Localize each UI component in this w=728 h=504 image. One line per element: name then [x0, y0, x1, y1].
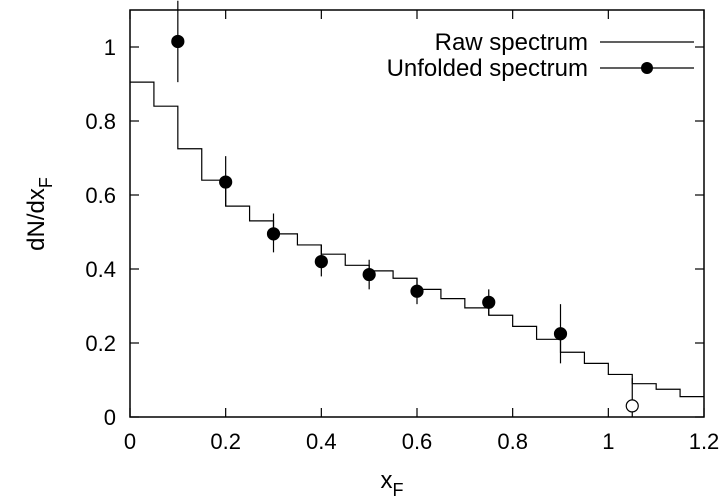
unfolded-data-point [171, 34, 185, 49]
x-axis-label-sub: F [393, 480, 404, 500]
y-tick-label: 0.6 [85, 183, 116, 208]
y-axis-label: dN/dxF [23, 177, 56, 251]
x-tick-label: 0.4 [306, 429, 337, 454]
x-tick-label: 0 [124, 429, 136, 454]
unfolded-data-point [219, 175, 233, 189]
y-axis-label-main: dN/dx [23, 188, 50, 251]
unfolded-data-point [266, 227, 281, 241]
raw-spectrum-series [130, 81, 704, 398]
y-tick-label: 0.8 [85, 109, 116, 134]
legend-label-raw: Raw spectrum [435, 29, 588, 56]
x-axis-label: xF [381, 467, 404, 500]
unfolded-spectrum-series [171, 0, 639, 417]
x-axis-label-main: x [381, 467, 393, 494]
unfolded-data-point [362, 267, 376, 282]
x-tick-label: 1 [602, 429, 614, 454]
y-tick-label: 1 [104, 35, 116, 60]
x-tick-label: 0.6 [402, 429, 433, 454]
tick-group: 0 0.2 0.4 0.6 0.8 1 1.2 0 0.2 0.4 0.6 0.8 1 [85, 10, 719, 454]
x-tick-label: 1.2 [689, 429, 720, 454]
y-axis-label-sub: F [36, 177, 56, 188]
unfolded-data-point [482, 295, 496, 309]
y-tick-label: 0.4 [85, 257, 116, 282]
y-tick-label: 0 [104, 405, 116, 430]
unfolded-data-point [314, 255, 328, 269]
y-tick-label: 0.2 [85, 331, 116, 356]
legend-swatch-unfolded-marker [641, 62, 653, 74]
legend-label-unfolded: Unfolded spectrum [387, 55, 588, 82]
open-data-point [625, 399, 639, 413]
unfolded-data-point [553, 327, 568, 341]
unfolded-data-point [410, 284, 424, 298]
x-tick-label: 0.8 [497, 429, 528, 454]
x-tick-label: 0.2 [210, 429, 241, 454]
raw-spectrum-step-line [130, 81, 704, 398]
